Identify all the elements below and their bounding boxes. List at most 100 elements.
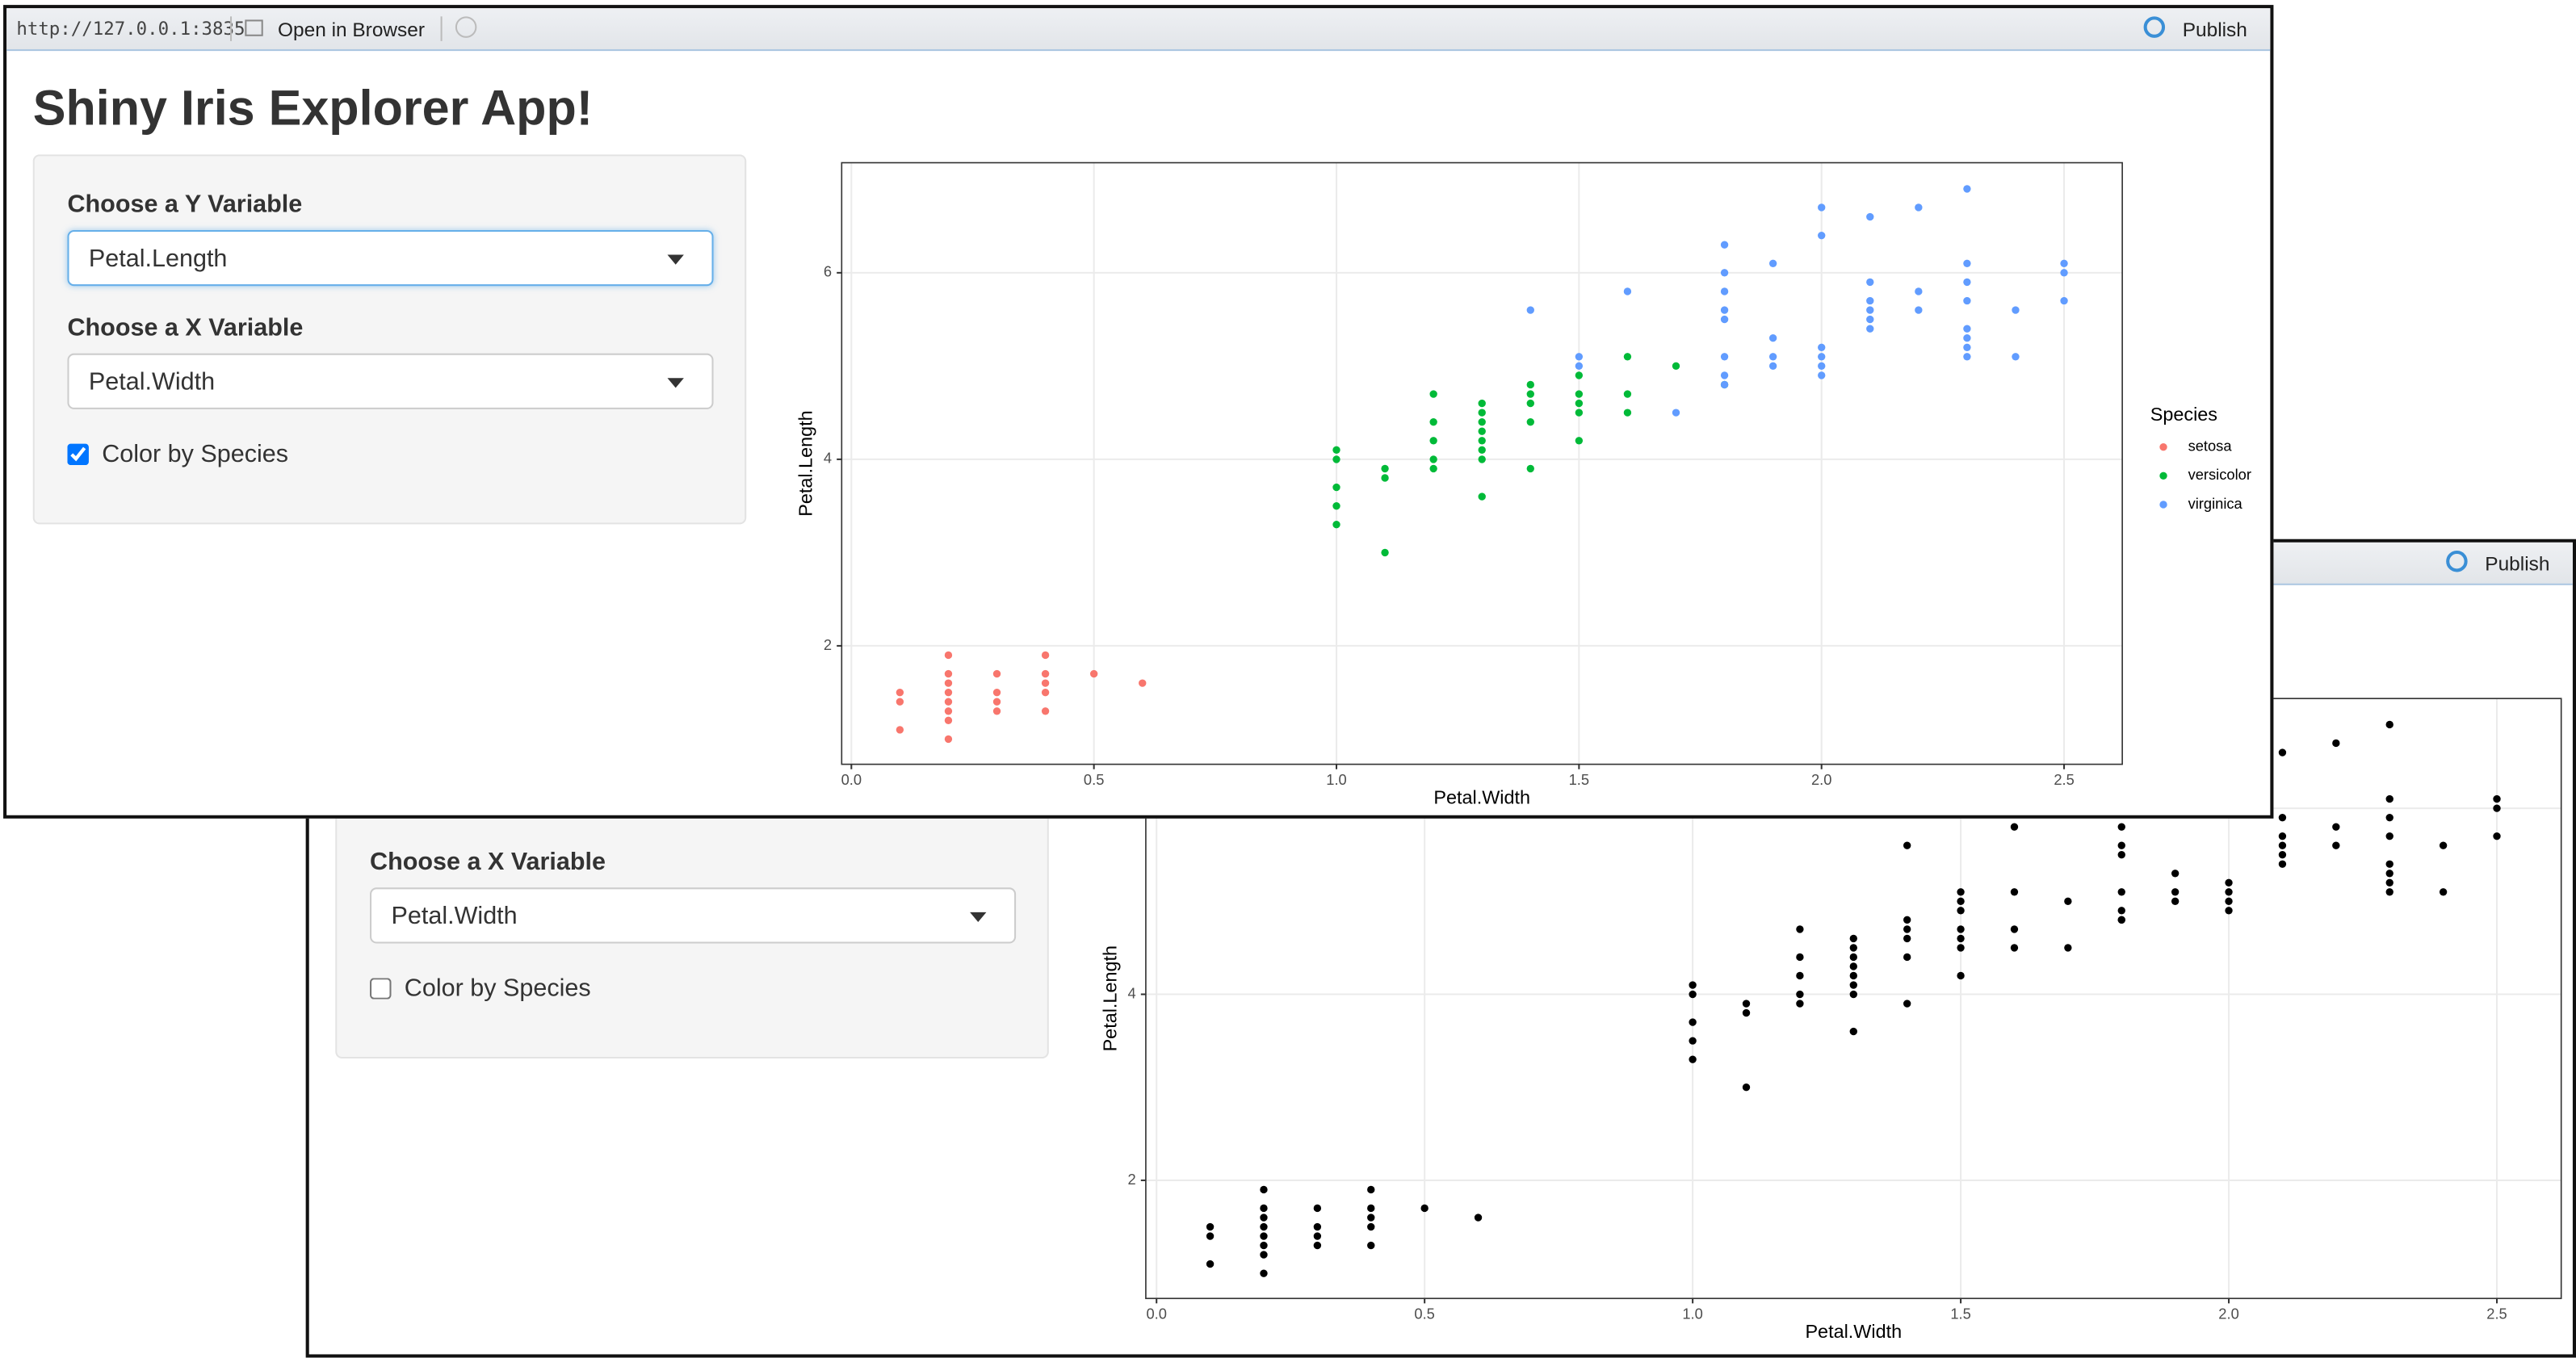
data-point (2385, 888, 2393, 896)
data-point (1313, 1232, 1322, 1240)
data-point (1903, 925, 1911, 933)
x-tick-label: 2.0 (2218, 1305, 2238, 1322)
data-point (2064, 944, 2072, 952)
data-point (1478, 417, 1486, 426)
x-tick-label: 0.0 (841, 771, 862, 788)
data-point (1903, 916, 1911, 924)
checkbox[interactable] (370, 978, 392, 1000)
data-point (2278, 832, 2287, 840)
data-point (1575, 362, 1584, 371)
data-point (1720, 287, 1729, 295)
data-point (1915, 287, 1923, 295)
refresh-icon[interactable] (455, 16, 477, 38)
panel-border (841, 161, 2123, 765)
data-point (1689, 1018, 1697, 1026)
data-point (2332, 739, 2340, 748)
data-point (1367, 1204, 1375, 1213)
data-point (2064, 897, 2072, 906)
data-point (1768, 353, 1777, 361)
data-point (1672, 362, 1680, 371)
publish-button[interactable]: Publish (2182, 18, 2247, 41)
data-point (1332, 455, 1340, 463)
separator (230, 16, 233, 41)
x-tick-label: 2.0 (1811, 771, 1831, 788)
data-point (1429, 464, 1437, 473)
data-point (1575, 437, 1584, 445)
app-title: Shiny Iris Explorer App! (32, 82, 594, 136)
data-point (2060, 269, 2068, 277)
data-point (1206, 1222, 1215, 1231)
data-point (1041, 688, 1050, 697)
data-point (1963, 185, 1971, 193)
data-point (2117, 888, 2125, 896)
x-axis-title: Petal.Width (1433, 787, 1530, 808)
y-axis-title: Petal.Length (1099, 945, 1120, 1051)
data-point (1963, 353, 1971, 361)
data-point (944, 735, 953, 744)
data-point (1313, 1222, 1322, 1231)
data-point (944, 716, 953, 725)
x-tick-label: 0.0 (1146, 1305, 1166, 1322)
data-point (2010, 888, 2019, 896)
data-point (1332, 521, 1340, 529)
data-point (1526, 390, 1534, 398)
data-point (2439, 841, 2448, 849)
data-point (1623, 287, 1632, 295)
data-point (1915, 306, 1923, 314)
data-point (1849, 944, 1857, 952)
data-point (1575, 399, 1584, 408)
data-point (2117, 907, 2125, 915)
data-point (1849, 934, 1857, 943)
data-point (944, 669, 953, 678)
data-point (2385, 870, 2393, 878)
data-point (1260, 1204, 1268, 1213)
data-point (1041, 707, 1050, 715)
data-point (896, 698, 904, 706)
data-point (944, 698, 953, 706)
data-point (1381, 464, 1389, 473)
data-point (1818, 371, 1826, 379)
data-point (2385, 720, 2393, 729)
toolbar: http://127.0.0.1:3835 Open in Browser Pu… (6, 8, 2271, 52)
data-point (2439, 888, 2448, 896)
x-tick-label: 2.5 (2054, 771, 2074, 788)
color-checkbox[interactable]: Color by Species (67, 441, 288, 468)
data-point (1478, 455, 1486, 463)
data-point (1818, 353, 1826, 361)
data-point (1367, 1241, 1375, 1250)
data-point (1849, 990, 1857, 999)
x-tick-label: 1.0 (1682, 1305, 1702, 1322)
data-point (1429, 417, 1437, 426)
data-point (1957, 971, 1965, 980)
x-select-value: Petal.Width (88, 368, 216, 396)
data-point (1963, 325, 1971, 333)
data-point (1796, 1000, 1804, 1008)
checkbox[interactable] (67, 443, 89, 466)
data-point (944, 688, 953, 697)
y-select[interactable]: Petal.Length (67, 230, 714, 287)
data-point (1796, 990, 1804, 999)
data-point (1689, 1055, 1697, 1063)
data-point (1526, 306, 1534, 314)
data-point (2060, 296, 2068, 305)
data-point (2225, 907, 2233, 915)
data-point (1041, 679, 1050, 687)
data-point (1720, 380, 1729, 389)
data-point (1381, 474, 1389, 482)
open-in-browser[interactable]: Open in Browser (278, 18, 425, 41)
publish-button[interactable]: Publish (2485, 552, 2550, 576)
data-point (1332, 501, 1340, 510)
data-point (1866, 278, 1874, 287)
data-point (1313, 1204, 1322, 1213)
x-select[interactable]: Petal.Width (370, 887, 1017, 944)
data-point (2171, 888, 2180, 896)
color-checkbox[interactable]: Color by Species (370, 974, 591, 1003)
app-window-front: http://127.0.0.1:3835 Open in Browser Pu… (3, 5, 2274, 819)
data-point (2117, 916, 2125, 924)
data-point (2278, 748, 2287, 757)
legend-label: virginica (2188, 495, 2243, 512)
x-select[interactable]: Petal.Width (67, 353, 714, 409)
data-point (2117, 823, 2125, 831)
legend-label: setosa (2188, 438, 2233, 455)
browser-icon (245, 19, 263, 36)
